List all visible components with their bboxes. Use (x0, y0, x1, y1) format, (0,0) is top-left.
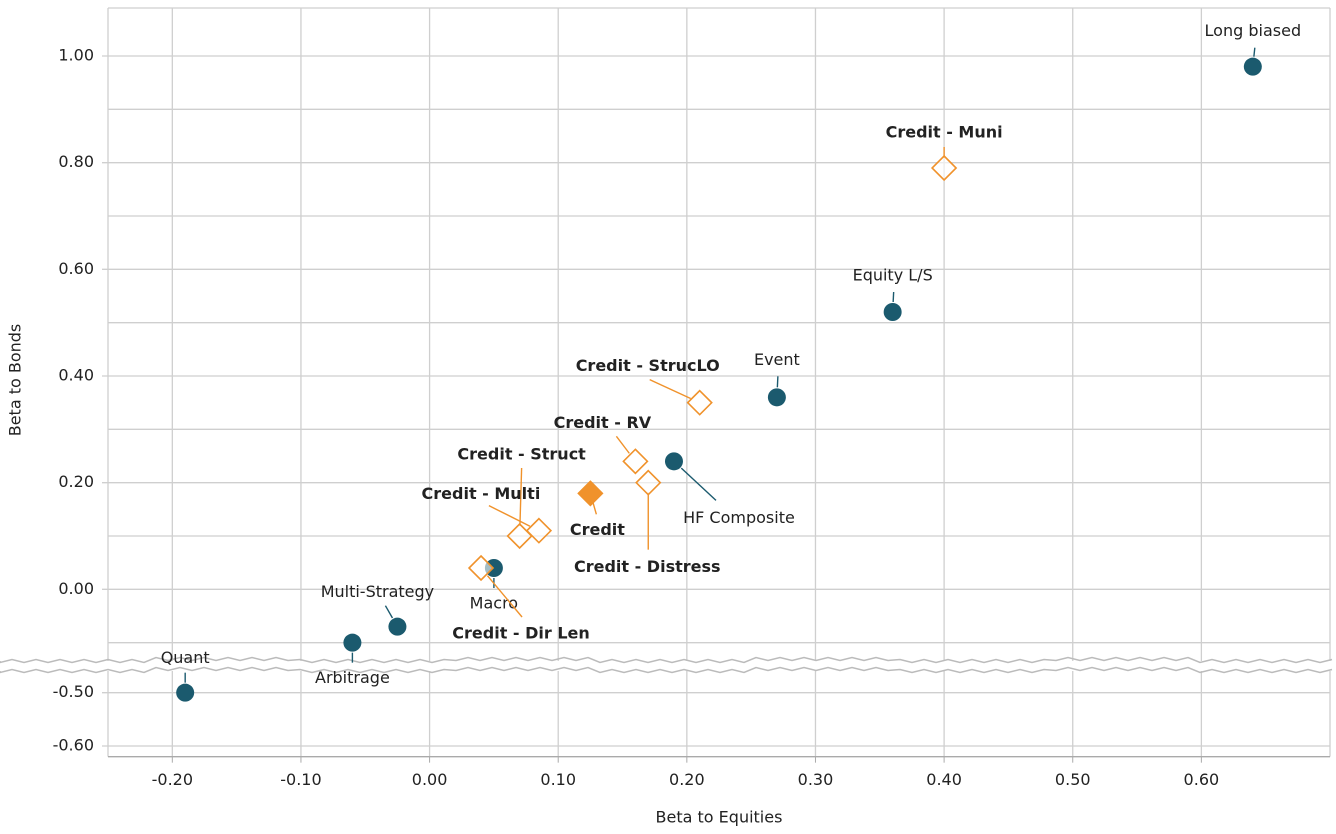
point (343, 633, 362, 652)
x-tick-label: -0.10 (280, 770, 321, 789)
y-tick-label: 1.00 (58, 46, 94, 65)
point-label: Credit - Distress (574, 557, 721, 576)
x-tick-label: 0.00 (412, 770, 448, 789)
y-tick-label: 0.40 (58, 366, 94, 385)
x-tick-label: 0.30 (798, 770, 834, 789)
point-label: HF Composite (683, 508, 795, 527)
point (930, 154, 958, 182)
leader-line (486, 575, 523, 618)
point (525, 517, 553, 544)
leader-line (384, 605, 394, 619)
y-tick-label: -0.50 (53, 682, 94, 701)
axis-break (0, 661, 1336, 671)
point-label: Credit - Dir Len (452, 624, 590, 643)
y-axis-title: Beta to Bonds (6, 324, 25, 437)
y-tick-label: 0.60 (58, 259, 94, 278)
point (883, 303, 902, 321)
leader-line (592, 502, 598, 515)
x-axis-title: Beta to Equities (656, 808, 783, 827)
point (767, 388, 786, 407)
point-label: Credit - Struct (457, 445, 586, 464)
point (506, 522, 533, 550)
x-tick-label: 0.40 (926, 770, 962, 789)
leader-line (649, 379, 691, 400)
point-label: Credit - Multi (422, 484, 541, 503)
leader-line (519, 467, 523, 527)
point-label: Credit - RV (554, 413, 652, 432)
point-label: Event (754, 350, 800, 369)
leader-line (776, 376, 779, 388)
x-tick-label: 0.10 (540, 770, 576, 789)
y-tick-label: -0.60 (53, 736, 94, 755)
x-tick-label: 0.60 (1184, 770, 1220, 789)
point (388, 617, 407, 636)
point (1243, 57, 1262, 76)
point-label: Credit (570, 520, 625, 539)
point-label: Credit - StrucLO (576, 356, 720, 375)
leader-line (1253, 47, 1256, 57)
axis-break-line (0, 656, 1333, 664)
y-tick-label: 0.20 (58, 472, 94, 491)
leader-line (488, 505, 531, 527)
y-tick-label: 0.80 (58, 152, 94, 171)
x-tick-label: 0.20 (669, 770, 705, 789)
point-label: Credit - Muni (886, 123, 1003, 142)
leader-line (615, 435, 630, 454)
point (635, 469, 662, 496)
axis-break-line (0, 666, 1333, 674)
leader-line (892, 291, 895, 303)
x-tick-label: -0.20 (152, 770, 193, 789)
point (664, 452, 683, 471)
point (176, 683, 195, 702)
point-label: Quant (161, 648, 210, 667)
point (686, 389, 713, 416)
point (467, 554, 495, 582)
x-tick-label: 0.50 (1055, 770, 1091, 789)
point-label: Arbitrage (315, 668, 390, 687)
point-label: Multi-Strategy (321, 582, 434, 601)
point-label: Long biased (1205, 21, 1302, 40)
point (622, 448, 649, 475)
y-tick-label: 0.00 (58, 579, 94, 598)
point-label: Equity L/S (853, 266, 933, 285)
point (577, 480, 604, 507)
leader-line (680, 467, 717, 501)
